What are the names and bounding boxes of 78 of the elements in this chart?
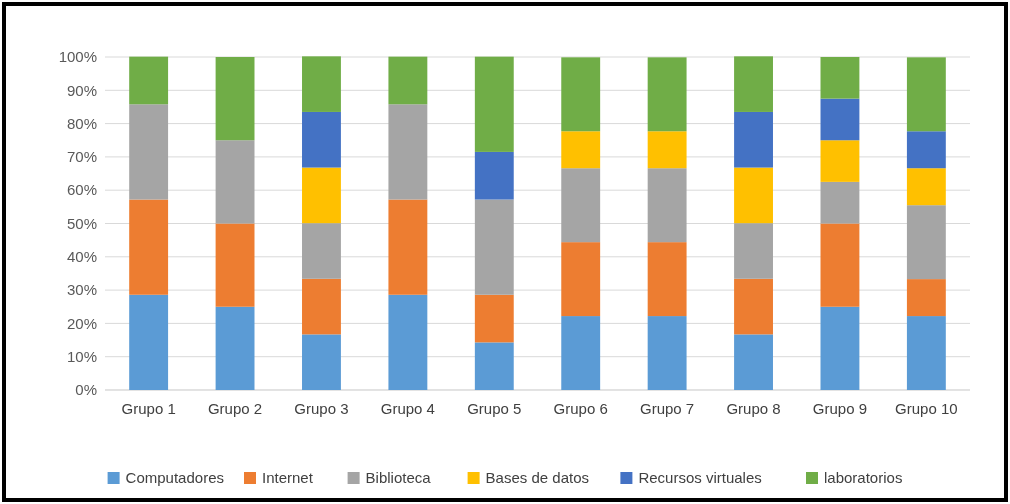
bar [647,168,687,243]
bar [388,56,428,105]
x-tick-label: Grupo 4 [380,400,435,417]
bar [474,56,514,152]
bar [561,131,601,169]
x-tick-label: Grupo 6 [553,400,608,417]
bar [820,223,860,307]
y-tick-label: 70% [66,148,97,166]
bar [647,316,687,390]
x-tick-label: Grupo 8 [726,400,781,417]
y-tick-label: 100% [58,48,97,66]
bar [734,334,773,390]
bar [561,57,601,132]
legend-label: Internet [262,469,314,487]
bar [302,223,341,279]
bar [820,181,860,224]
legend-label: laboratorios [824,469,903,487]
bar [388,104,428,200]
bar [474,294,514,343]
bar [215,223,255,307]
bar [129,199,169,295]
bar [734,278,773,335]
bar [302,334,341,390]
bar [820,306,860,390]
y-tick-label: 40% [66,248,97,266]
bar [906,205,946,280]
bar [388,199,428,295]
x-tick-label: Grupo 7 [640,400,695,417]
bar [906,279,946,317]
bar [906,316,946,390]
x-tick-label: Grupo 1 [121,400,176,417]
bar [734,167,773,224]
x-tick-label: Grupo 5 [467,400,522,417]
y-tick-label: 0% [75,381,97,399]
bar [906,57,946,132]
y-tick-label: 30% [66,281,97,299]
x-tick-label: Grupo 3 [294,400,349,417]
bar [474,342,514,390]
bar [561,316,601,390]
y-tick-label: 80% [66,114,97,132]
bar [906,168,946,206]
x-tick-label: Grupo 9 [812,400,868,417]
legend-label: Recursos virtuales [638,469,762,487]
y-tick-label: 20% [66,314,97,332]
y-tick-label: 10% [66,347,97,365]
bar [561,242,601,317]
bar [388,294,428,390]
bar [215,57,255,141]
legend-label: Computadores [125,469,224,487]
bar [561,168,601,243]
bar [820,140,860,182]
bar [129,104,169,200]
bar [215,306,255,390]
bar [302,167,341,224]
bar [302,278,341,335]
bar [129,56,169,105]
bar [647,242,687,317]
bar [734,111,773,168]
y-tick-label: 50% [66,214,97,232]
bar [820,57,860,99]
bar [734,56,773,112]
legend-label: Biblioteca [365,469,432,487]
y-tick-label: 60% [66,181,97,199]
bar [129,294,169,390]
bar [474,199,514,295]
bar [302,111,341,168]
bar [820,98,860,141]
x-tick-label: Grupo 2 [207,400,263,417]
bar [215,140,255,224]
y-tick-label: 90% [66,81,97,99]
bar [734,223,773,279]
bar [647,57,687,132]
bar [647,131,687,169]
bar [906,131,946,169]
legend-label: Bases de datos [485,469,590,487]
bar [302,56,341,112]
bar [474,151,514,200]
x-tick-label: Grupo 10 [895,400,958,417]
